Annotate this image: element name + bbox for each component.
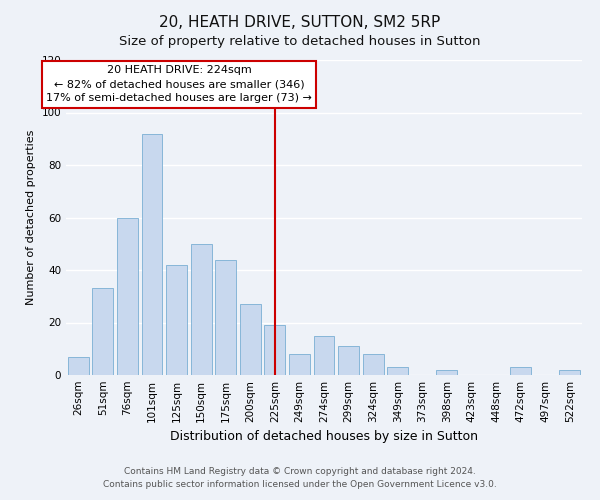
Bar (510, 367, 531, 375)
Bar (68, 356, 89, 375)
Bar (117, 218, 138, 375)
Bar (314, 336, 334, 375)
Bar (387, 367, 408, 375)
Bar (559, 370, 580, 375)
Bar (362, 354, 383, 375)
Bar (338, 346, 359, 375)
Bar (191, 244, 212, 375)
Bar (265, 325, 286, 375)
Text: 20, HEATH DRIVE, SUTTON, SM2 5RP: 20, HEATH DRIVE, SUTTON, SM2 5RP (160, 15, 440, 30)
Bar (240, 304, 261, 375)
Bar (289, 354, 310, 375)
Text: 20 HEATH DRIVE: 224sqm
← 82% of detached houses are smaller (346)
17% of semi-de: 20 HEATH DRIVE: 224sqm ← 82% of detached… (46, 65, 312, 104)
Text: Size of property relative to detached houses in Sutton: Size of property relative to detached ho… (119, 35, 481, 48)
Y-axis label: Number of detached properties: Number of detached properties (26, 130, 36, 305)
Bar (166, 265, 187, 375)
X-axis label: Distribution of detached houses by size in Sutton: Distribution of detached houses by size … (170, 430, 478, 444)
Bar (436, 370, 457, 375)
Bar (142, 134, 163, 375)
Bar (215, 260, 236, 375)
Text: Contains HM Land Registry data © Crown copyright and database right 2024.
Contai: Contains HM Land Registry data © Crown c… (103, 468, 497, 489)
Bar (92, 288, 113, 375)
